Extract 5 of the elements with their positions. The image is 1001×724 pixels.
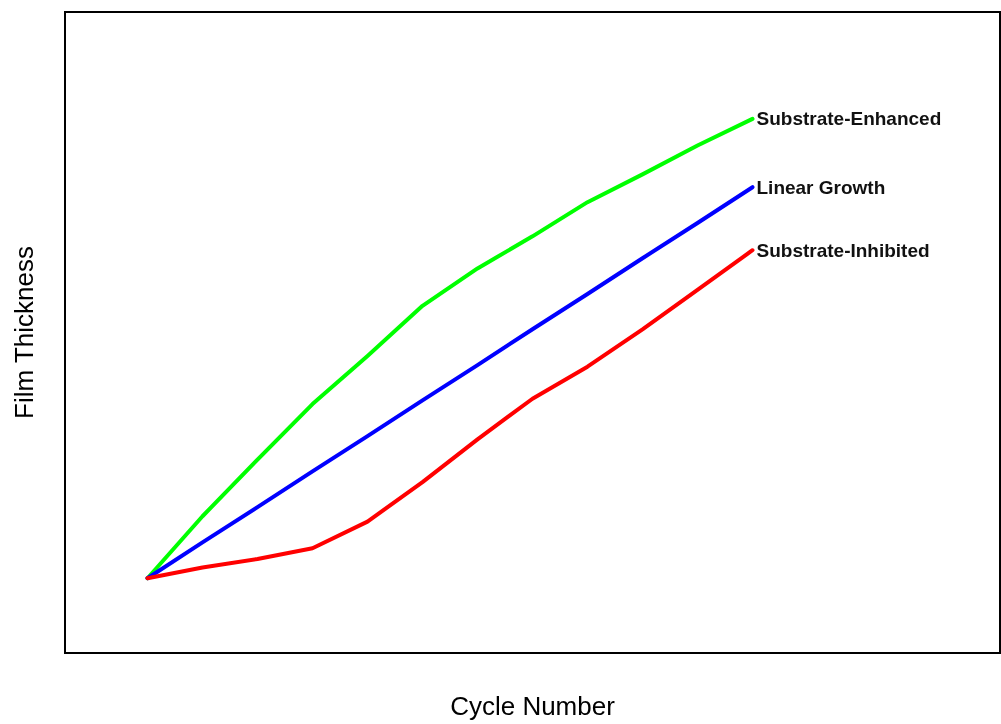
x-axis-title: Cycle Number — [450, 691, 616, 721]
series-label: Substrate-Inhibited — [756, 239, 930, 261]
series-label: Substrate-Enhanced — [756, 108, 942, 130]
y-axis-title: Film Thickness — [9, 246, 39, 419]
series-label: Linear Growth — [756, 176, 886, 198]
